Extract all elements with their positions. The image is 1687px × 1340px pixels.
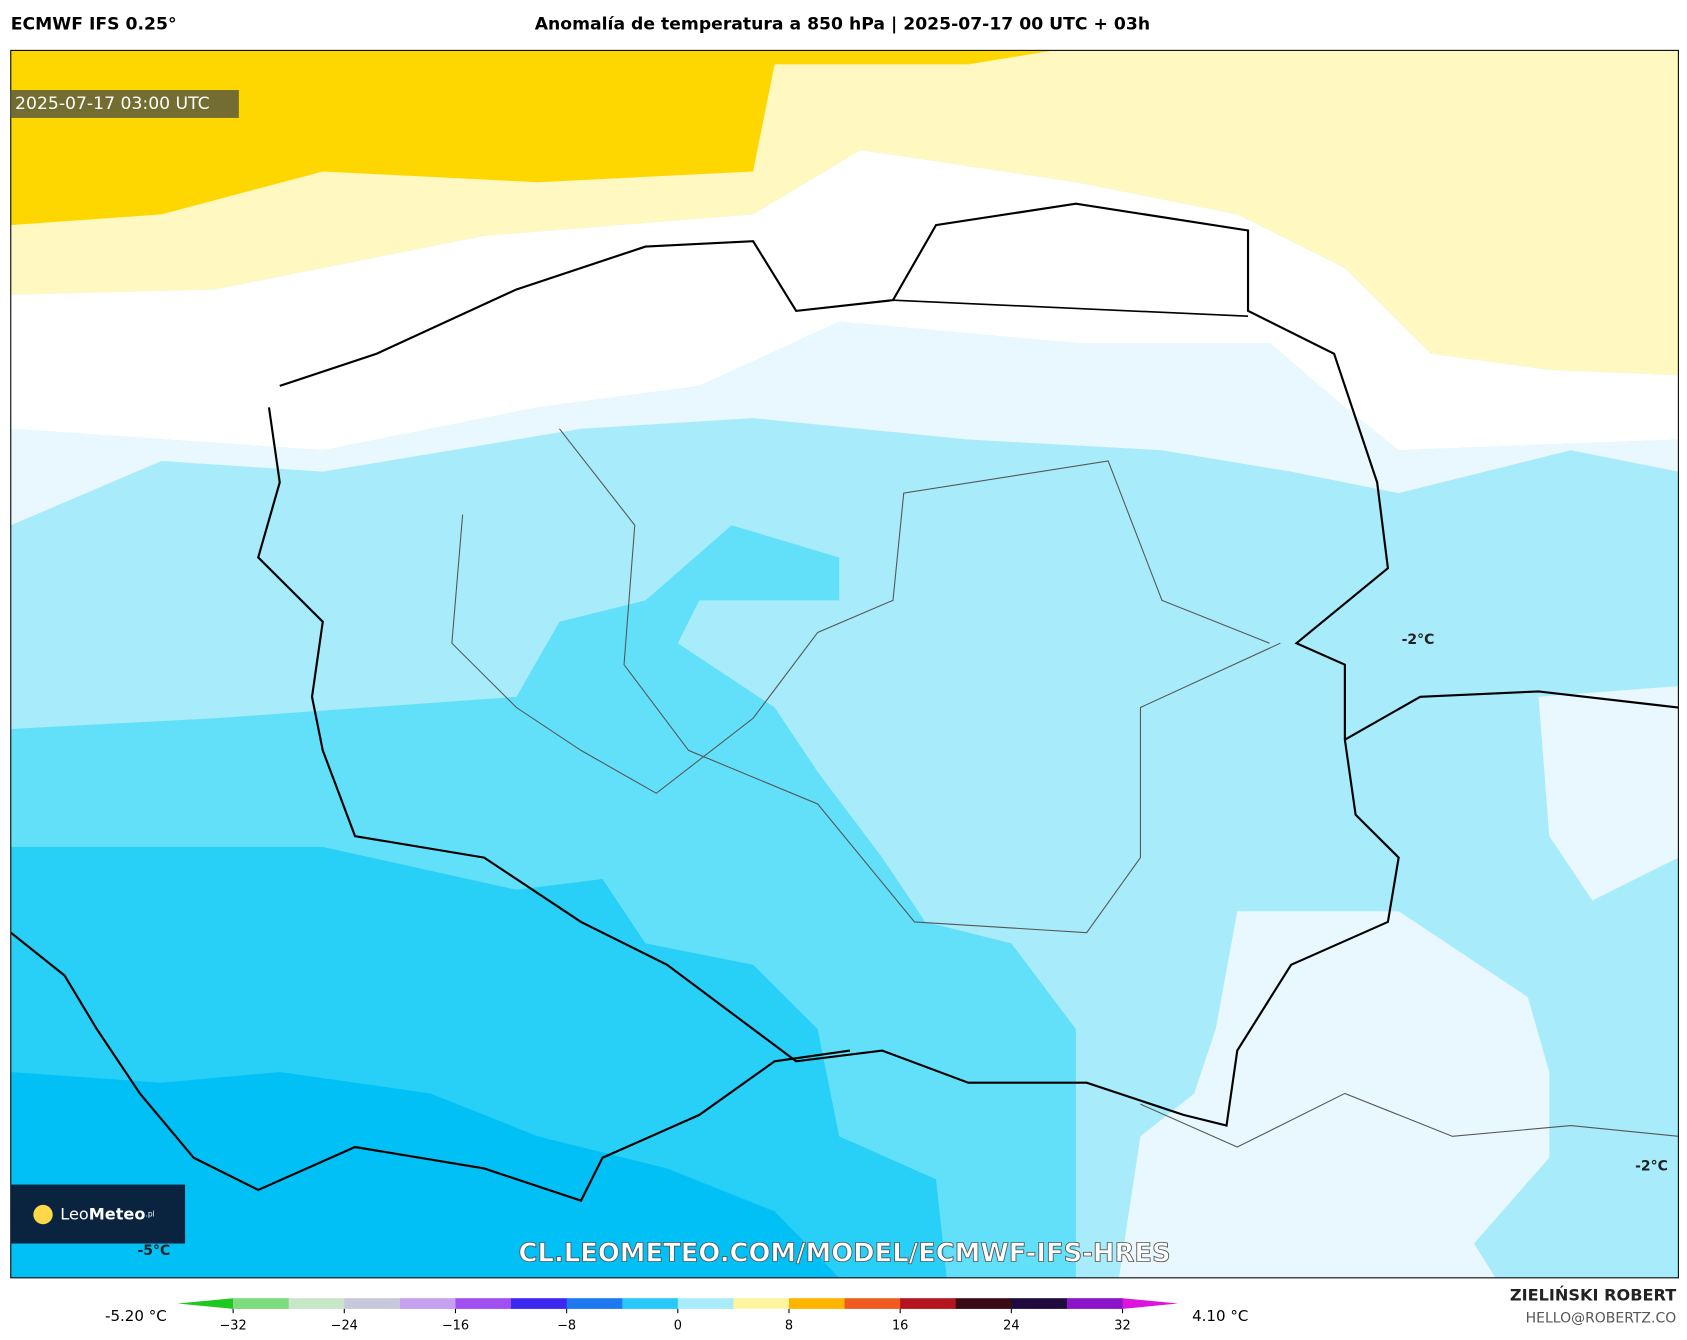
logo: LeoMeteo.pl	[60, 1204, 154, 1223]
contact: HELLO@ROBERTZ.CO	[1526, 1311, 1677, 1327]
colorbar-tick-label: 8	[785, 1319, 793, 1334]
colorbar-tick-label: −24	[331, 1319, 358, 1334]
map: 2025-07-17 03:00 UTC -2°C -2°C -5°C LeoM…	[10, 49, 1679, 1279]
colorbar-tick-label: 24	[1003, 1319, 1019, 1334]
colorbar-segment	[288, 1298, 345, 1309]
colorbar-tick-label: 0	[674, 1319, 682, 1334]
colorbar-segment	[622, 1298, 679, 1309]
colorbar-segment	[399, 1298, 456, 1309]
colorbar-tick-label: 32	[1114, 1319, 1130, 1334]
colorbar-tick-label: 16	[892, 1319, 908, 1334]
colorbar: -5.20 °C 4.10 °C −32 −24 −16 −8 0 8 16 24 32	[105, 1298, 1248, 1334]
colorbar-segment	[955, 1298, 1012, 1309]
colorbar-segment	[344, 1298, 401, 1309]
author: ZIELIŃSKI ROBERT	[1510, 1286, 1676, 1305]
colorbar-segment	[677, 1298, 734, 1309]
colorbar-segment	[1066, 1298, 1124, 1309]
watermark: CL.LEOMETEO.COM/MODEL/ECMWF-IFS-HRES	[519, 1239, 1171, 1269]
colorbar-min: -5.20 °C	[105, 1307, 167, 1325]
colorbar-segment	[844, 1298, 901, 1309]
model-name: ECMWF IFS 0.25°	[11, 15, 177, 35]
colorbar-tick-label: −16	[442, 1319, 469, 1334]
colorbar-segment	[900, 1298, 957, 1309]
colorbar-segment	[177, 1298, 234, 1309]
colorbar-segment	[566, 1298, 623, 1309]
colorbar-segment	[455, 1298, 512, 1309]
colorbar-max: 4.10 °C	[1192, 1307, 1248, 1325]
colorbar-segment	[733, 1298, 790, 1309]
contour-label: -5°C	[137, 1243, 170, 1259]
map-title: Anomalía de temperatura a 850 hPa | 2025…	[535, 15, 1150, 35]
colorbar-segment	[1011, 1298, 1068, 1309]
colorbar-segment	[788, 1298, 846, 1309]
colorbar-tick-label: −8	[557, 1319, 576, 1334]
contour-label: -2°C	[1635, 1158, 1668, 1174]
colorbar-tick-label: −32	[219, 1319, 246, 1334]
colorbar-segment	[233, 1298, 290, 1309]
valid-time: 2025-07-17 03:00 UTC	[15, 94, 210, 114]
colorbar-segment	[511, 1298, 568, 1309]
contour-label: -2°C	[1402, 632, 1435, 648]
colorbar-segment	[1122, 1298, 1179, 1309]
